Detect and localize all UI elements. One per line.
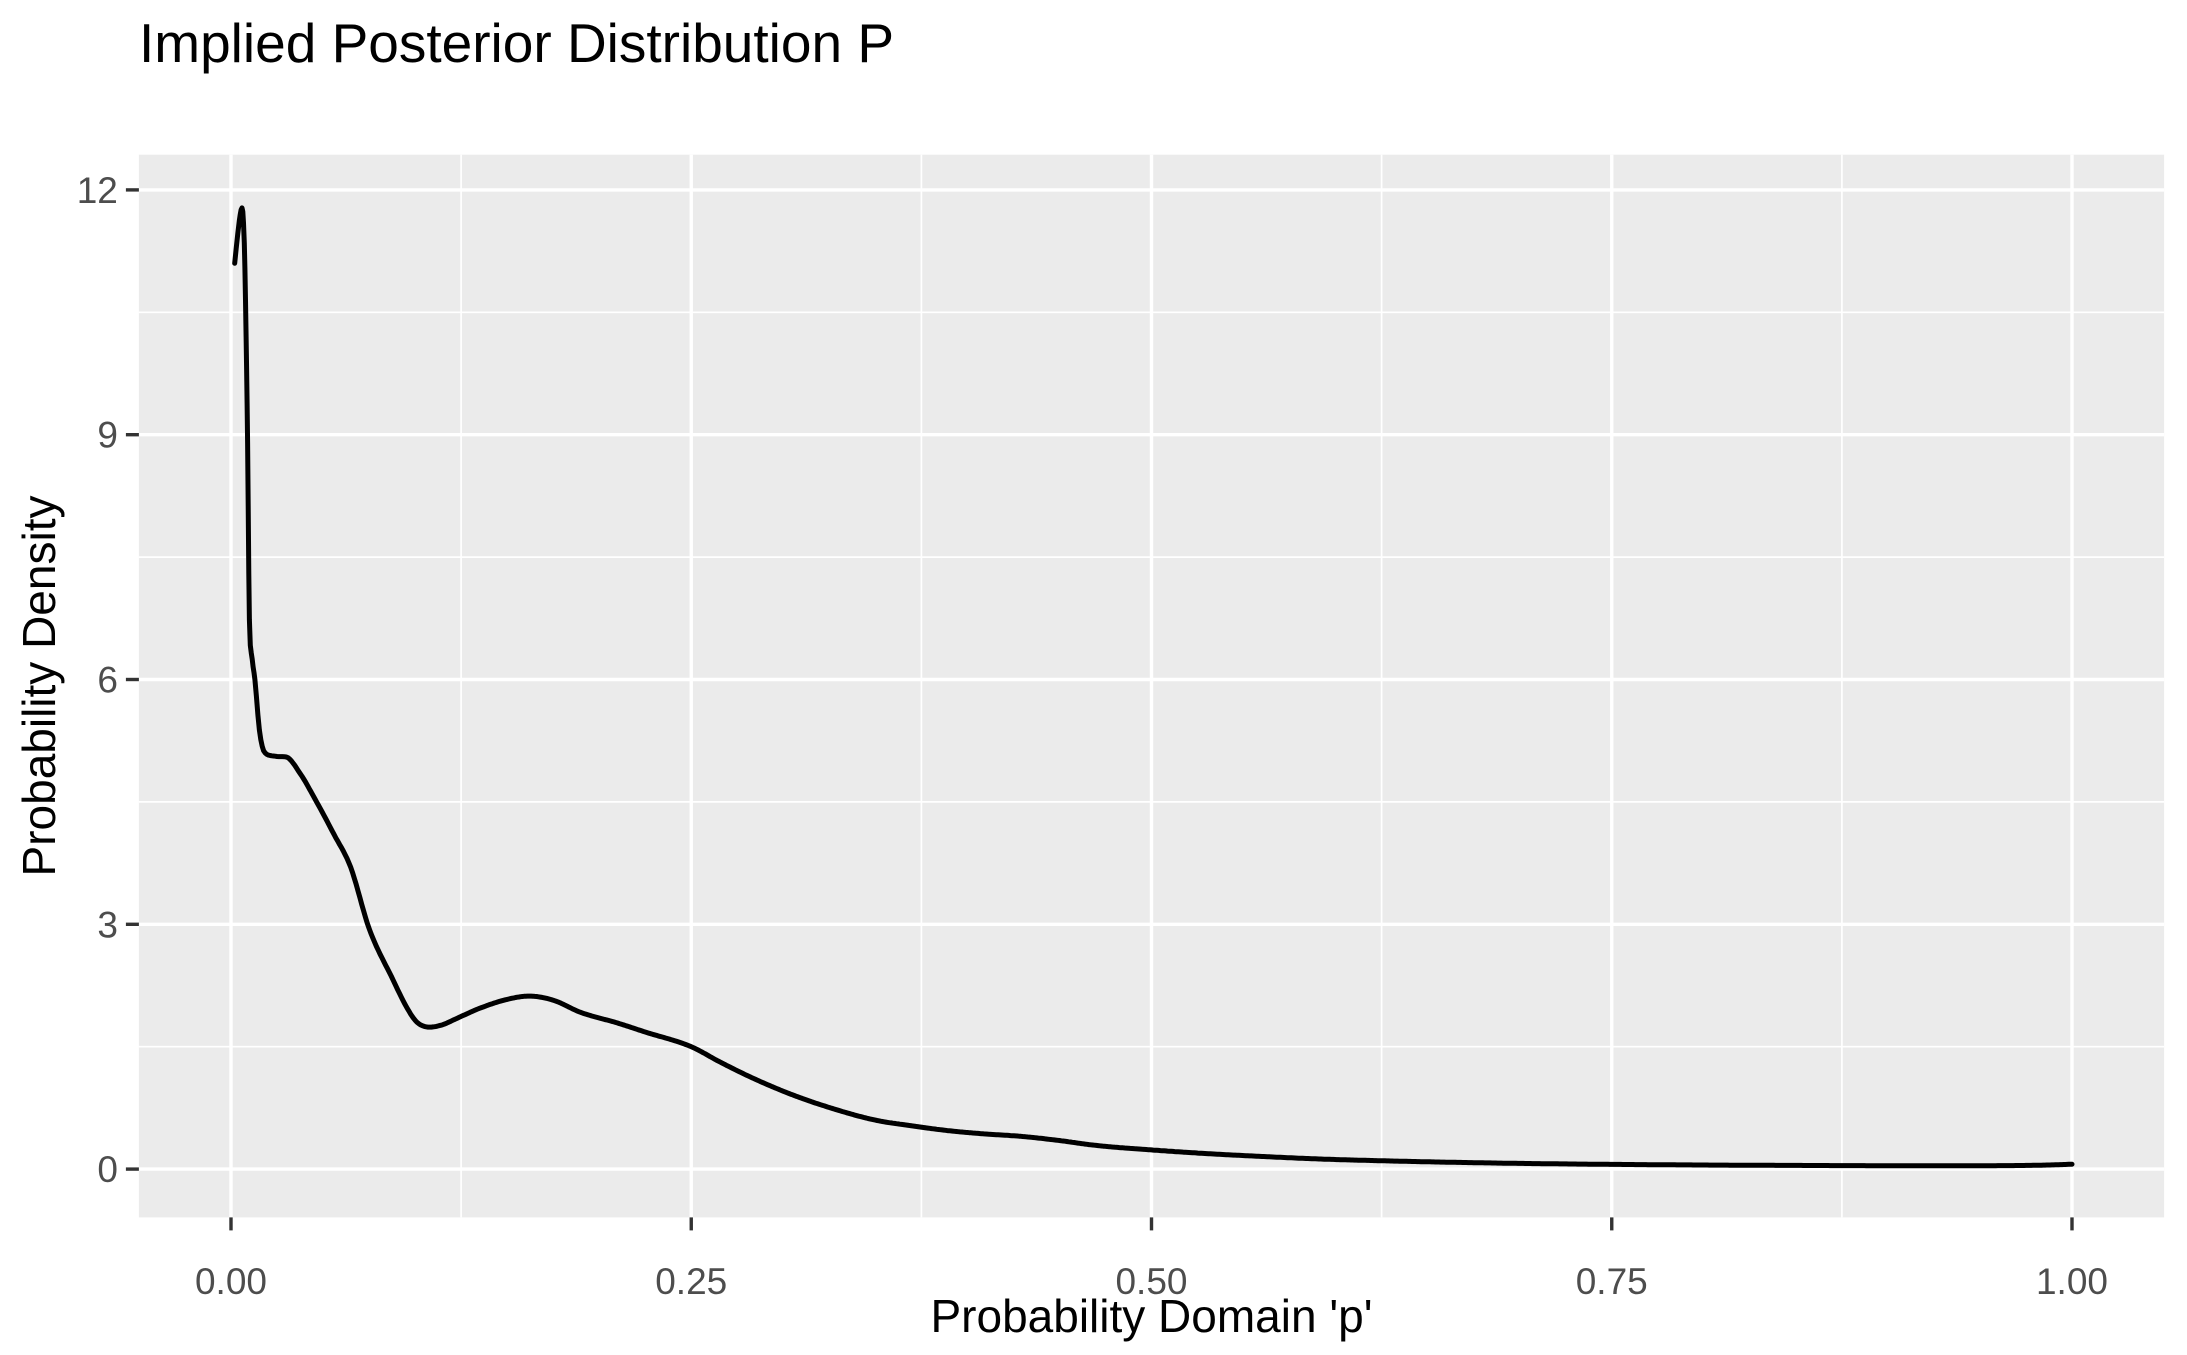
y-axis-tick-labels: 0 3 6 9 12 xyxy=(77,170,118,1190)
y-axis-title: Probability Density xyxy=(13,496,65,877)
x-tick-label-1.00: 1.00 xyxy=(2036,1261,2108,1302)
major-gridlines xyxy=(138,154,2165,1218)
x-axis-title: Probability Domain 'p' xyxy=(931,1290,1373,1342)
x-tick-label-0.75: 0.75 xyxy=(1576,1261,1648,1302)
plot-title: Implied Posterior Distribution P xyxy=(139,12,894,74)
x-tick-label-0.50: 0.50 xyxy=(1115,1261,1187,1302)
y-tick-label-9: 9 xyxy=(97,415,118,456)
axis-tick-marks xyxy=(125,188,2074,1231)
y-tick-label-3: 3 xyxy=(97,904,118,945)
y-tick-label-6: 6 xyxy=(97,660,118,701)
y-tick-label-0: 0 xyxy=(97,1149,118,1190)
y-tick-label-12: 12 xyxy=(77,170,118,211)
x-tick-label-0.00: 0.00 xyxy=(195,1261,267,1302)
x-axis-tick-labels: 0.00 0.25 0.50 0.75 1.00 xyxy=(195,1261,2108,1302)
x-tick-label-0.25: 0.25 xyxy=(655,1261,727,1302)
density-curve xyxy=(232,205,2075,1169)
